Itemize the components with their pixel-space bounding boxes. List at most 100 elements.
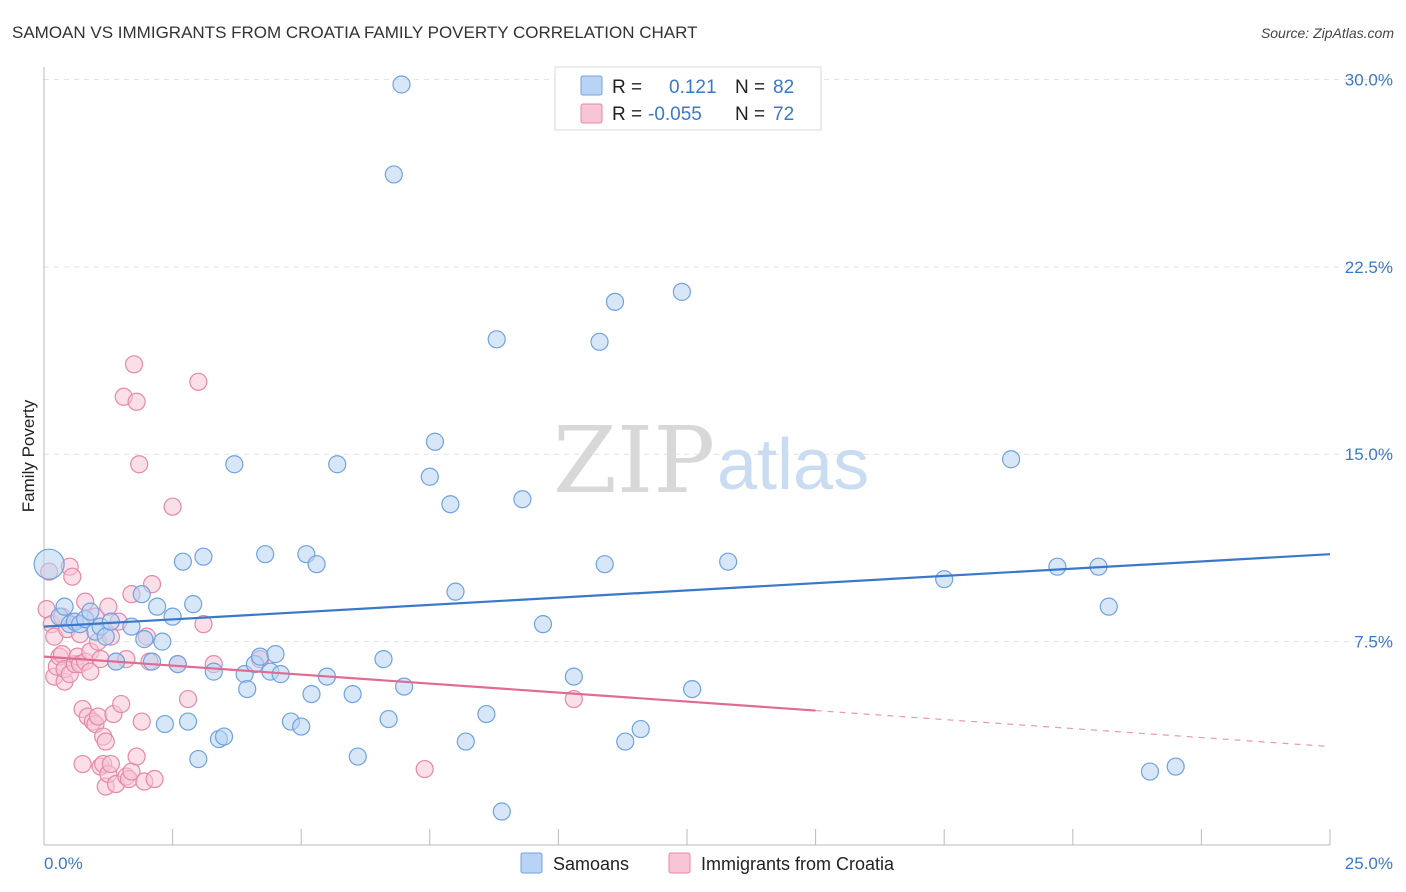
samoans-point-30 [225,455,244,474]
croatia-point-20 [73,754,92,774]
source-label: Source: ZipAtlas.com [1261,25,1394,41]
legend-r-value-croatia: -0.055 [648,104,702,125]
y-tick-label-2: 22.5% [1345,258,1393,277]
legend-swatch-samoans [580,75,603,96]
samoans-point-35 [256,545,275,564]
trend-line-0 [43,553,1331,628]
trend-line-1-dashed [815,709,1331,748]
samoans-point-61 [513,490,532,509]
axes [43,67,1331,846]
samoans-point-53 [420,467,439,486]
legend-n-label-samoans: N = [735,77,765,98]
samoans-point-45 [328,455,347,474]
samoans-point-47 [348,747,367,766]
samoans-point-17 [148,597,167,616]
series-samoans [33,75,1185,821]
samoans-point-37 [266,645,285,664]
samoans-point-68 [631,719,650,739]
samoans-point-54 [425,432,445,451]
samoans-point-71 [719,552,738,571]
watermark-zip: ZIP [553,407,715,514]
samoans-point-58 [477,704,496,724]
croatia-point-55 [130,455,149,474]
samoans-point-50 [384,165,403,184]
samoans-point-59 [487,330,506,349]
samoans-point-63 [564,667,583,686]
legend-swatch-croatia [580,103,603,124]
samoans-point-48 [374,650,393,669]
croatia-point-35 [96,732,115,751]
samoans-point-20 [163,607,182,626]
samoans-point-67 [616,732,635,751]
samoans-point-16 [142,652,162,671]
samoans-point-24 [184,595,203,614]
x-tick-max: 25.0% [1345,854,1393,873]
samoans-point-15 [135,630,154,649]
croatia-point-61 [145,769,164,789]
croatia-point-52 [124,355,144,374]
samoans-point-27 [204,662,223,681]
samoans-point-66 [605,292,625,311]
y-tick-label-1: 15.0% [1345,445,1393,464]
croatia-point-37 [99,597,118,616]
y-tick-label-3: 30.0% [1345,70,1393,89]
croatia-point-53 [127,392,146,411]
samoans-point-32 [238,679,257,699]
samoans-point-69 [672,282,691,301]
legend-n-value-croatia: 72 [773,104,794,125]
croatia-point-64 [178,689,198,709]
samoans-point-26 [194,547,213,566]
samoans-point-43 [307,555,326,574]
samoans-point-62 [533,615,553,634]
samoans-point-40 [292,717,311,736]
croatia-point-13 [63,567,82,586]
croatia-point-24 [81,662,100,681]
legend-r-label-croatia: R = [612,104,642,125]
legend-r-label-samoans: R = [612,77,642,98]
watermark-atlas: atlas [717,425,869,505]
samoans-point-55 [441,495,460,514]
samoans-point-78 [1166,757,1185,776]
samoans-point-18 [153,632,172,651]
croatia-point-30 [88,707,108,726]
samoans-point-34 [250,647,270,666]
trend-lines [43,553,1331,748]
legend-n-value-samoans: 82 [773,77,794,98]
croatia-point-56 [132,712,151,731]
samoans-point-73 [1001,450,1021,469]
legend-r-value-samoans: 0.121 [669,77,717,98]
samoans-point-56 [446,582,465,601]
bottom-legend-swatch-croatia [668,852,691,874]
stats-legend: R = 0.121 N = 82 R = -0.055 N = 72 [554,66,822,131]
y-axis-label: Family Poverty [19,399,38,512]
grid [44,78,1393,643]
samoans-point-72 [935,570,954,589]
croatia-point-62 [163,497,182,516]
samoans-point-57 [456,732,475,751]
samoans-point-77 [1140,762,1160,781]
samoans-point-21 [168,655,187,674]
legend-n-label-croatia: N = [735,104,765,125]
samoans-point-29 [214,727,234,746]
samoans-point-14 [132,585,151,604]
croatia-point-40 [101,754,120,774]
samoans-point-2 [55,597,74,616]
samoans-point-46 [343,684,362,704]
samoans-point-22 [173,552,192,571]
bottom-legend-swatch-samoans [520,852,543,874]
samoans-point-76 [1099,597,1118,616]
samoans-point-65 [595,555,614,574]
x-tick-min: 0.0% [44,854,83,873]
croatia-point-45 [112,694,131,714]
series-croatia [37,355,583,796]
trend-line-1 [43,655,816,712]
samoans-point-19 [155,714,174,734]
bottom-legend-label-samoans: Samoans [553,854,629,874]
samoans-point-23 [178,712,198,731]
samoans-point-74 [1048,557,1067,576]
samoans-point-7 [81,602,100,621]
samoans-point-60 [492,802,511,821]
samoans-point-49 [379,709,398,729]
series-legend: Samoans Immigrants from Croatia [520,852,895,874]
